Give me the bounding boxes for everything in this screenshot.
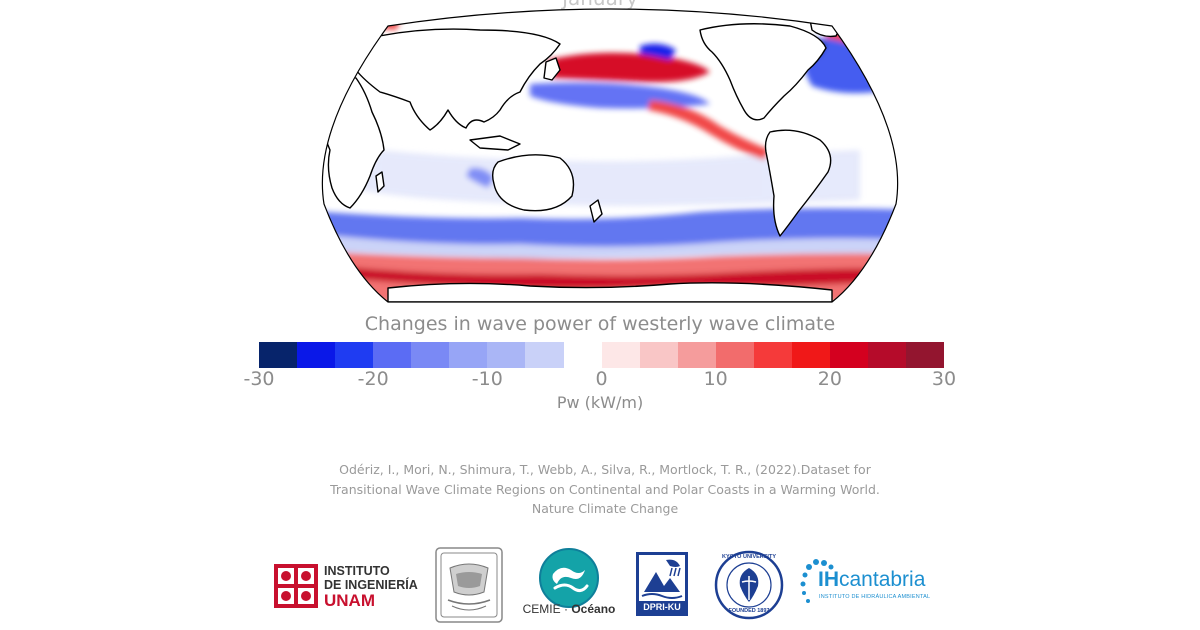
ihc-label-a: IH <box>818 568 839 591</box>
unam-line-2: DE INGENIERÍA <box>324 578 418 592</box>
colorbar-tick-label: 0 <box>595 368 608 390</box>
colorbar-segment <box>715 342 754 368</box>
ihcantabria-dots-icon <box>800 559 834 603</box>
north-pacific-blue <box>530 82 710 109</box>
new-zealand-outline <box>589 199 603 223</box>
colorbar-segment <box>601 342 640 368</box>
colorbar-segment <box>791 342 830 368</box>
colorbar-tick-label: -30 <box>243 368 275 390</box>
unam-seal-logo <box>434 546 504 624</box>
australia-west-blue <box>466 167 494 188</box>
japan-outline <box>543 57 561 81</box>
southern-light-band <box>322 232 898 259</box>
unam-seal-icon <box>435 547 503 623</box>
cemie-oceano-icon <box>539 548 599 608</box>
citation-line-2: Transitional Wave Climate Regions on Con… <box>330 481 880 497</box>
colorbar-segment <box>259 342 298 368</box>
colorbar-unit-label: Pw (kW/m) <box>556 393 644 412</box>
map-border <box>321 8 899 303</box>
ihc-subtitle: INSTITUTO DE HIDRÁULICA AMBIENTAL <box>819 594 931 600</box>
colorbar-segment <box>639 342 678 368</box>
kyoto-founded-label: FOUNDED 1897 <box>728 608 770 614</box>
world-map <box>321 8 899 303</box>
partner-logos: INSTITUTO DE INGENIERÍA UNAM CEMIE · Océ… <box>0 540 1200 630</box>
cemie-oceano-logo: CEMIE · Océano <box>514 548 624 628</box>
antarctica-outline <box>387 282 833 302</box>
citation: Odériz, I., Mori, N., Shimura, T., Webb,… <box>0 460 1200 519</box>
colorbar-segment <box>373 342 412 368</box>
south-america-outline <box>764 129 832 237</box>
colorbar-tick-label: -20 <box>357 368 389 390</box>
colorbar-segment <box>906 342 945 368</box>
colorbar-segment <box>829 342 868 368</box>
dpri-ku-logo: DPRI-KU <box>636 552 688 616</box>
tropics-light-blue <box>360 150 860 206</box>
colorbar-tick-label: -10 <box>471 368 503 390</box>
ihcantabria-logo: IHcantabria INSTITUTO DE HIDRÁULICA AMBI… <box>800 558 950 614</box>
dpri-ku-icon <box>636 552 688 616</box>
southern-blue-band <box>322 208 898 249</box>
pacific-red-stripe <box>648 100 770 160</box>
unam-line-3: UNAM <box>324 591 375 610</box>
north-pacific-red <box>548 52 710 83</box>
cemie-label-b: Océano <box>571 602 616 616</box>
colorbar-tick-label: 20 <box>817 368 842 390</box>
continent-outlines <box>322 17 843 302</box>
colorbar-segment <box>335 342 374 368</box>
unam-ii-icon <box>274 564 318 608</box>
madagascar-outline <box>375 171 385 193</box>
citation-line-1: Odériz, I., Mori, N., Shimura, T., Webb,… <box>339 462 871 477</box>
cemie-label-a: CEMIE <box>522 602 561 616</box>
indonesia-outline <box>469 135 521 151</box>
unam-ii-logo: INSTITUTO DE INGENIERÍA UNAM <box>274 564 454 612</box>
colorbar-segment <box>868 342 907 368</box>
wave-power-field <box>322 18 898 302</box>
colorbar-segment <box>677 342 716 368</box>
north-america-outline <box>699 23 827 121</box>
arctic-red <box>360 18 400 30</box>
colorbar-tick-label: 10 <box>703 368 728 390</box>
kyoto-university-logo: KYOTO UNIVERSITY FOUNDED 1897 <box>714 550 784 620</box>
ihc-label-b: cantabria <box>839 568 926 591</box>
citation-line-3: Nature Climate Change <box>531 501 679 516</box>
colorbar-segment <box>487 342 526 368</box>
kyoto-label: KYOTO UNIVERSITY <box>722 554 776 560</box>
map-title: January <box>0 0 1200 10</box>
australia-outline <box>491 154 575 212</box>
kyoto-university-icon <box>714 550 784 620</box>
eurasia-outline <box>353 28 561 131</box>
colorbar-tick-label: 30 <box>931 368 957 390</box>
colorbar <box>259 342 945 368</box>
colorbar-segment <box>525 342 564 368</box>
colorbar-segment <box>449 342 488 368</box>
colorbar-title: Changes in wave power of westerly wave c… <box>364 313 836 335</box>
colorbar-segment <box>563 342 602 368</box>
colorbar-segment <box>753 342 792 368</box>
bering-blue <box>640 43 676 60</box>
colorbar-segment <box>411 342 450 368</box>
cemie-label-sep: · <box>564 602 568 616</box>
colorbar-segment <box>297 342 336 368</box>
unam-line-1: INSTITUTO <box>324 564 390 578</box>
dpri-label: DPRI-KU <box>643 602 681 612</box>
